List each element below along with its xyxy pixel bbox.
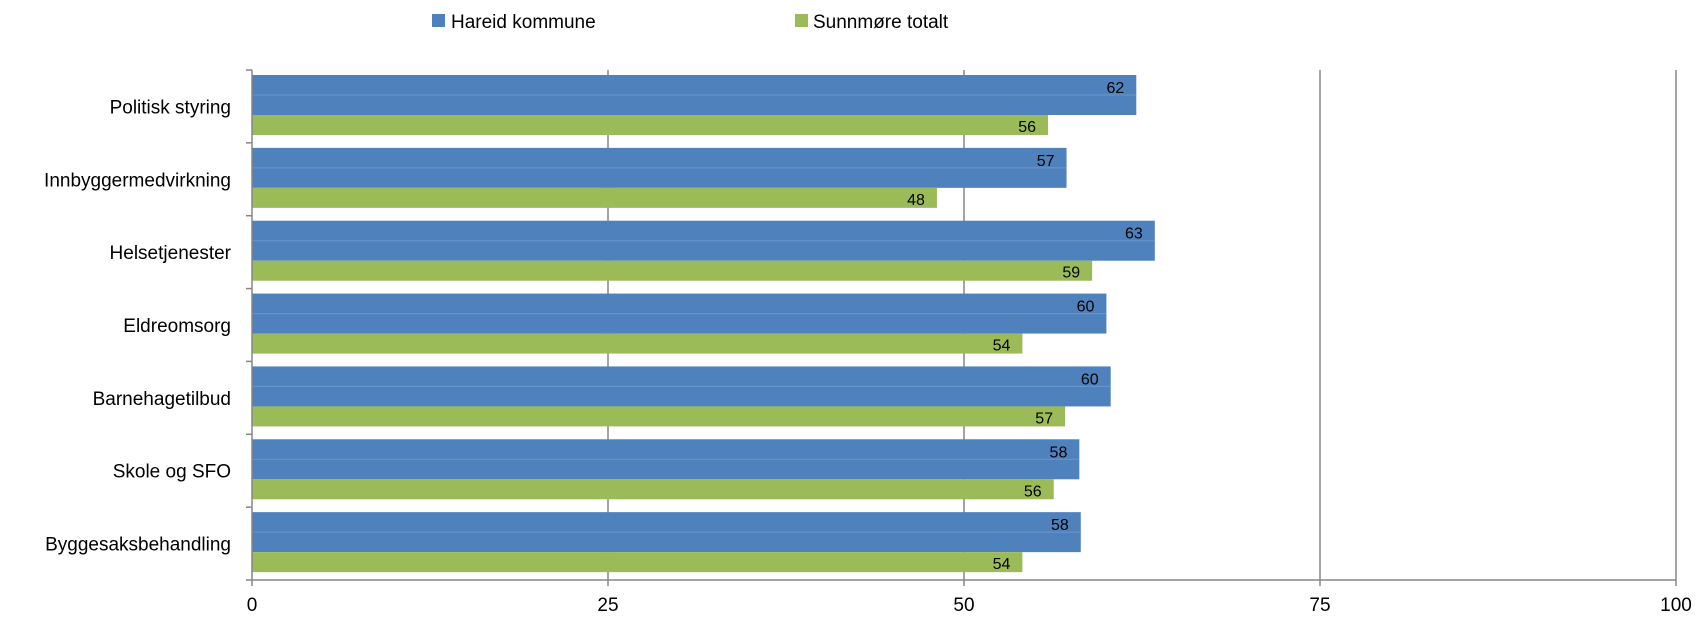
data-label-sunnm-re-totalt-helsetjenester: 59 <box>1062 265 1080 282</box>
data-label-hareid-kommune-eldreomsorg: 60 <box>1077 299 1095 316</box>
category-label-skole-og-sfo: Skole og SFO <box>113 462 231 483</box>
bar-sunnm-re-totalt-politisk-styring <box>252 115 1049 135</box>
data-label-sunnm-re-totalt-eldreomsorg: 54 <box>993 338 1011 355</box>
bar-sunnm-re-totalt-eldreomsorg <box>252 333 1023 354</box>
bar-sunnm-re-totalt-byggesaksbehandling <box>252 552 1023 573</box>
data-label-hareid-kommune-skole-og-sfo: 58 <box>1050 444 1068 461</box>
bar-sunnm-re-totalt-innbyggermedvirkning <box>252 187 937 208</box>
category-label-eldreomsorg: Eldreomsorg <box>123 316 231 337</box>
x-tick-label: 75 <box>1309 595 1330 616</box>
legend: Hareid kommune Sunnmøre totalt <box>432 12 949 33</box>
data-label-sunnm-re-totalt-barnehagetilbud: 57 <box>1035 410 1053 427</box>
category-label-helsetjenester: Helsetjenester <box>110 243 232 264</box>
legend-label-sunnmore: Sunnmøre totalt <box>813 12 949 33</box>
data-label-hareid-kommune-politisk-styring: 62 <box>1107 80 1125 97</box>
category-labels: Politisk styring Innbyggermedvirkning Hels… <box>44 97 232 555</box>
data-label-sunnm-re-totalt-innbyggermedvirkning: 48 <box>907 192 925 209</box>
bar-sunnm-re-totalt-helsetjenester <box>252 260 1093 281</box>
x-tick-label: 25 <box>597 595 618 616</box>
legend-swatch-hareid <box>432 14 445 27</box>
bars <box>252 75 1155 573</box>
bar-sunnm-re-totalt-skole-og-sfo <box>252 479 1054 500</box>
category-label-innbyggermedvirkning: Innbyggermedvirkning <box>44 170 231 191</box>
category-label-barnehagetilbud: Barnehagetilbud <box>93 389 231 410</box>
category-label-politisk-styring: Politisk styring <box>110 97 231 118</box>
legend-label-hareid: Hareid kommune <box>451 12 596 33</box>
data-label-hareid-kommune-helsetjenester: 63 <box>1125 226 1143 243</box>
data-label-sunnm-re-totalt-skole-og-sfo: 56 <box>1024 483 1042 500</box>
data-label-hareid-kommune-innbyggermedvirkning: 57 <box>1037 153 1055 170</box>
data-label-sunnm-re-totalt-politisk-styring: 56 <box>1018 119 1036 136</box>
data-label-sunnm-re-totalt-byggesaksbehandling: 54 <box>993 556 1011 573</box>
bar-sunnm-re-totalt-barnehagetilbud <box>252 406 1066 427</box>
category-label-byggesaksbehandling: Byggesaksbehandling <box>45 535 231 556</box>
x-tick-label: 50 <box>953 595 974 616</box>
axes <box>246 69 1677 586</box>
data-label-hareid-kommune-barnehagetilbud: 60 <box>1081 371 1099 388</box>
data-label-hareid-kommune-byggesaksbehandling: 58 <box>1051 517 1069 534</box>
x-tick-labels: 0 25 50 75 100 <box>247 595 1692 616</box>
x-tick-label: 0 <box>247 595 258 616</box>
legend-swatch-sunnmore <box>795 14 808 27</box>
x-tick-label: 100 <box>1660 595 1692 616</box>
